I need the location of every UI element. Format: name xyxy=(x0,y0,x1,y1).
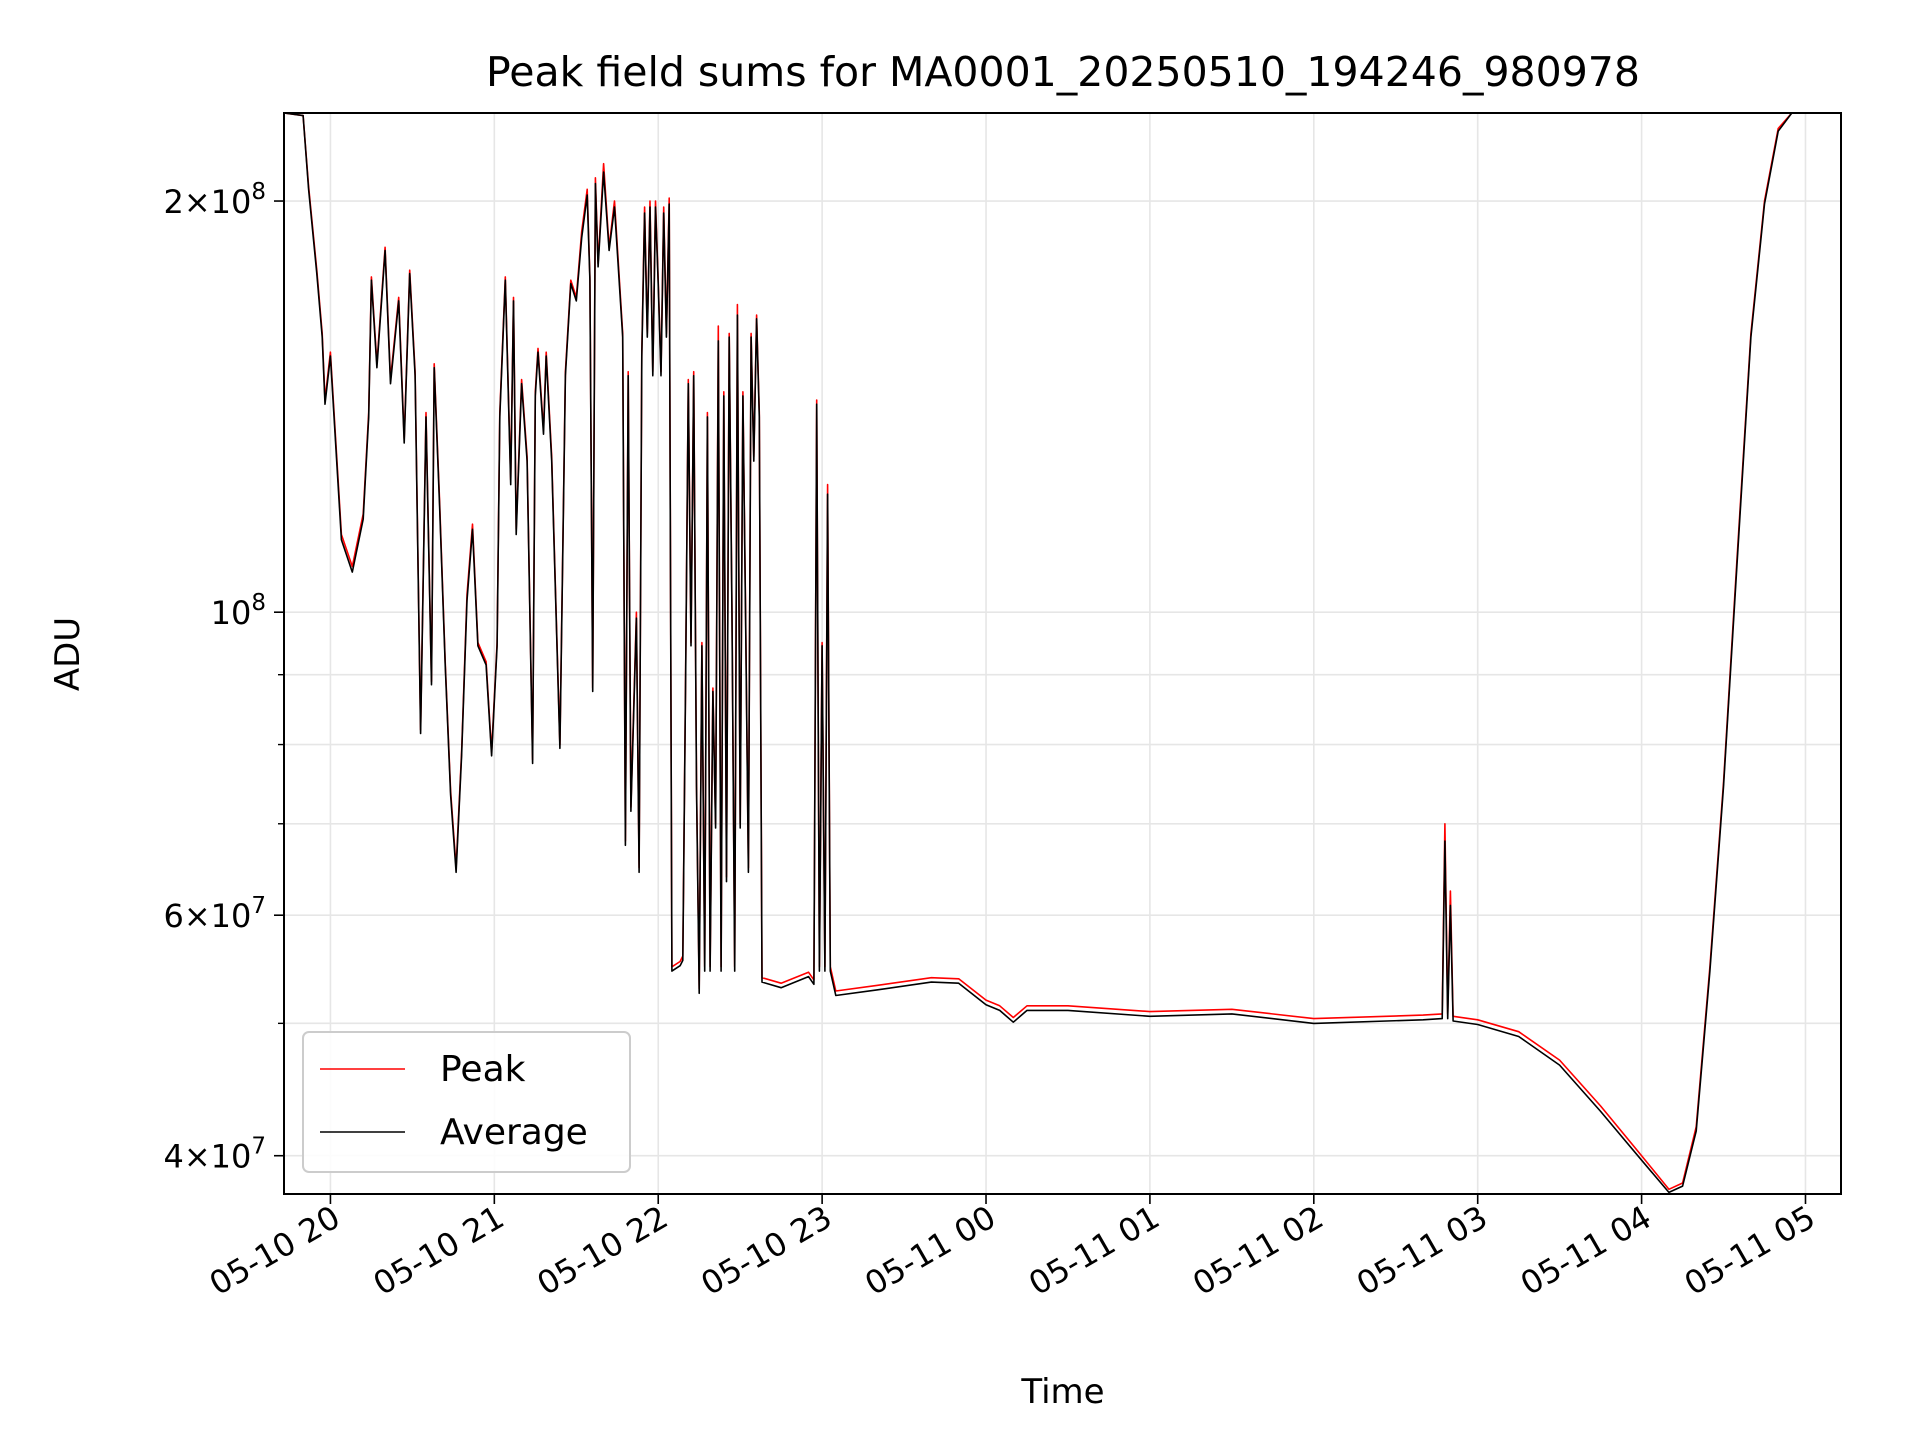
x-axis-label: Time xyxy=(1020,1372,1104,1412)
plot-frame xyxy=(283,112,1842,1195)
series-line-average xyxy=(283,112,1841,1194)
legend-label-peak: Peak xyxy=(440,1049,526,1090)
y-tick-label: 108 xyxy=(211,590,266,632)
legend-box xyxy=(302,1031,631,1173)
y-tick-label: 4×107 xyxy=(163,1134,266,1176)
y-tick-label: 6×107 xyxy=(163,893,266,935)
y-tick-label: 2×108 xyxy=(163,179,266,221)
chart-title: Peak field sums for MA0001_20250510_1942… xyxy=(486,48,1640,96)
plot-series xyxy=(283,112,1841,1194)
y-axis-label: ADU xyxy=(48,617,88,691)
legend-label-average: Average xyxy=(440,1112,588,1153)
legend: Peak Average xyxy=(302,1031,631,1173)
y-axis-ticks: 4×107 6×107 108 2×108 xyxy=(163,179,284,1176)
